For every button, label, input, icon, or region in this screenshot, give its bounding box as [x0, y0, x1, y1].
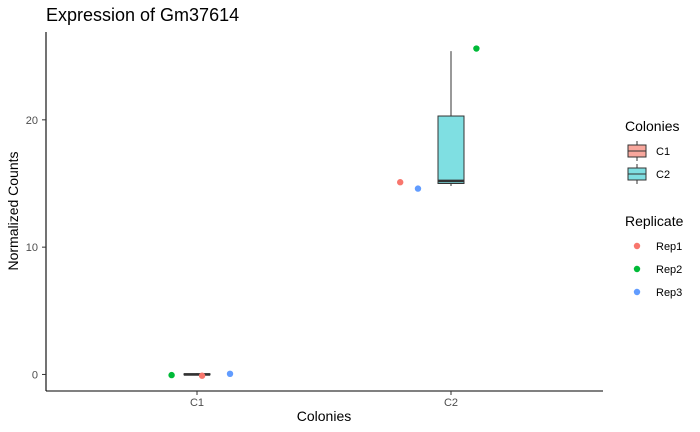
legend-label-c1: C1	[656, 146, 670, 158]
point-c2-rep2	[473, 45, 480, 52]
legend-colonies-title: Colonies	[625, 118, 679, 134]
legend-dot-rep2	[633, 265, 641, 273]
x-tick-label-c2: C2	[444, 397, 458, 409]
x-axis-title: Colonies	[297, 408, 351, 424]
point-c2-rep1	[397, 179, 404, 186]
legend-colonies: Colonies C1 C2	[625, 118, 679, 184]
x-tick-label-c1: C1	[190, 397, 204, 409]
legend-label-rep1: Rep1	[656, 241, 682, 253]
y-tick-label-20: 20	[26, 115, 38, 127]
legend-dot-rep1	[633, 242, 641, 250]
y-tick-label-0: 0	[32, 369, 38, 381]
y-axis-ticks: 0 10 20	[26, 115, 46, 381]
legend-dot-rep3	[633, 288, 641, 296]
legend-label-c2: C2	[656, 169, 670, 181]
legend-replicate: Replicate Rep1 Rep2 Rep3	[625, 213, 684, 299]
y-axis-title: Normalized Counts	[5, 151, 21, 270]
y-tick-label-10: 10	[26, 242, 38, 254]
legend-replicate-title: Replicate	[625, 213, 684, 229]
chart-title: Expression of Gm37614	[46, 5, 239, 25]
point-c2-rep3	[414, 185, 422, 192]
legend-label-rep2: Rep2	[656, 264, 682, 276]
point-c1-rep2	[168, 371, 175, 379]
box-c2-iqr	[437, 115, 465, 184]
point-c1-rep1	[198, 372, 206, 379]
legend-label-rep3: Rep3	[656, 287, 682, 299]
plot-area	[168, 45, 480, 379]
x-axis-ticks: C1 C2	[190, 391, 458, 409]
point-c1-rep3	[226, 370, 234, 378]
